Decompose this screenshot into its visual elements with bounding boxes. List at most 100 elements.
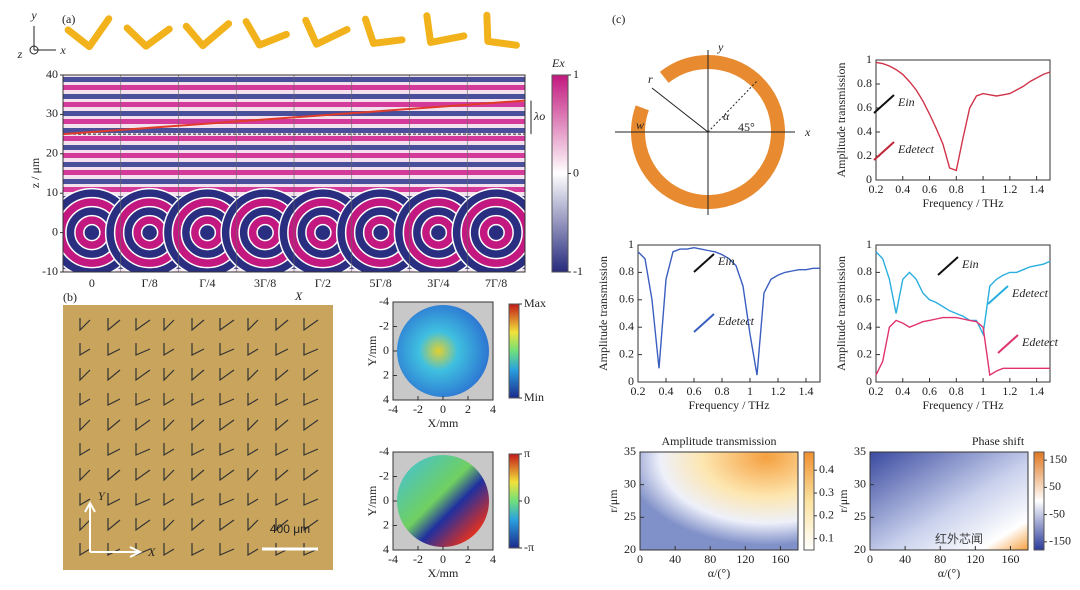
- antenna: [135, 343, 151, 356]
- colorbar-tick-label: 0.3: [819, 485, 834, 499]
- field-ring: [198, 223, 217, 242]
- antenna-shape: [302, 16, 351, 48]
- panel-label: (a): [62, 12, 75, 26]
- colorbar-tick-label: Min: [524, 390, 544, 404]
- antenna: [163, 468, 175, 482]
- y-tick-label: 2: [383, 367, 389, 381]
- field-arrow: [873, 94, 895, 114]
- annotation: λo: [533, 109, 545, 123]
- y-tick-label: 0.8: [857, 264, 872, 278]
- colorbar-tick-label: π: [524, 446, 530, 460]
- wavefront-line: [62, 99, 526, 136]
- x-tick-label: -4: [388, 402, 398, 416]
- axis-icon: [29, 45, 39, 55]
- axis-icon-label: x: [59, 43, 66, 57]
- y-axis-label: Y/mm: [365, 335, 379, 366]
- diagram-label: x: [804, 125, 811, 139]
- plot-frame: [637, 244, 821, 383]
- field-ring: [83, 223, 101, 242]
- field-arrow: [937, 256, 959, 276]
- y-tick-label: 2: [383, 517, 389, 531]
- annotation: Ein: [961, 257, 979, 271]
- y-tick-label: 25: [624, 509, 636, 523]
- x-tick-label: 40: [669, 552, 681, 566]
- scale-bar-label: 400 μm: [270, 522, 310, 536]
- y-tick-label: 0: [866, 172, 872, 186]
- y-tick-label: -10: [42, 264, 58, 278]
- antenna: [107, 418, 121, 432]
- antenna: [79, 368, 91, 382]
- field-ring: [256, 223, 274, 242]
- antenna: [191, 468, 205, 482]
- colorbar-tick-label: 0.1: [819, 530, 834, 544]
- antenna: [275, 493, 289, 506]
- antenna: [135, 518, 151, 532]
- x-axis-label: Frequency / THz: [922, 398, 1003, 412]
- antenna: [79, 518, 91, 532]
- x-tick-label: 1.2: [771, 384, 786, 398]
- x-tick-label: 0.2: [869, 182, 884, 196]
- heatmap: [640, 452, 798, 550]
- y-axis-label: Amplitude transmission: [596, 256, 610, 371]
- antenna: [191, 418, 205, 432]
- plot-frame: [639, 451, 799, 551]
- colorbar-tick-label: 0: [524, 493, 530, 507]
- antenna: [107, 443, 121, 456]
- colorbar-tick-label: Max: [524, 296, 546, 310]
- antenna: [219, 468, 235, 482]
- colorbar: [803, 451, 815, 551]
- antenna: [107, 343, 121, 356]
- colorbar-tick-label: 0.4: [819, 462, 834, 476]
- antenna: [275, 418, 289, 432]
- antenna-shape: [483, 11, 520, 49]
- y-tick-label: 0: [866, 374, 872, 388]
- colorbar-tick-label: 150: [1049, 452, 1067, 466]
- y-tick-label: -2: [379, 318, 389, 332]
- x-tick-label: 4: [490, 402, 496, 416]
- ring: [631, 55, 785, 209]
- x-axis-label: α/(°): [708, 566, 730, 580]
- x-tick-label: 120: [736, 552, 754, 566]
- y-tick-label: 30: [46, 106, 58, 120]
- photo-label: X: [294, 289, 303, 303]
- x-tick-label: 0.6: [687, 384, 702, 398]
- x-tick-label: 0.2: [631, 384, 646, 398]
- y-tick-label: 35: [624, 444, 636, 458]
- y-tick-label: 4: [383, 542, 389, 556]
- antenna-shape: [423, 12, 468, 46]
- antenna: [275, 343, 289, 356]
- antenna: [107, 393, 121, 406]
- field-arrow: [987, 285, 1009, 305]
- x-tick-label: 5Γ/8: [369, 276, 391, 290]
- photo-label: X: [147, 545, 156, 559]
- x-axis-label: Frequency / THz: [922, 196, 1003, 210]
- plot-frame: [875, 244, 1051, 383]
- antenna: [79, 443, 91, 457]
- antenna: [79, 343, 91, 357]
- y-tick-label: 35: [854, 444, 866, 458]
- y-tick-label: 0.4: [857, 319, 872, 333]
- y-axis-label: Amplitude transmission: [834, 256, 848, 371]
- x-tick-label: Γ/4: [199, 276, 215, 290]
- annotation: Ein: [897, 95, 915, 109]
- x-tick-label: 7Γ/8: [485, 276, 507, 290]
- antenna: [163, 343, 175, 357]
- x-tick-label: 0: [440, 552, 446, 566]
- colorbar-tick-label: -π: [524, 540, 534, 554]
- angle-line: [707, 79, 759, 133]
- y-tick-label: 0: [628, 374, 634, 388]
- y-tick-label: 0.8: [619, 264, 634, 278]
- x-tick-label: 3Γ/8: [254, 276, 276, 290]
- series-line: [875, 61, 1051, 172]
- x-tick-label: -2: [413, 402, 423, 416]
- antenna: [135, 393, 151, 406]
- antenna: [79, 318, 91, 332]
- colorbar: [551, 74, 569, 273]
- y-tick-label: -4: [379, 444, 389, 458]
- antenna: [247, 543, 259, 557]
- x-tick-label: 160: [1001, 552, 1019, 566]
- radius: [651, 87, 709, 133]
- antenna: [107, 518, 121, 532]
- y-tick-label: 0.2: [857, 148, 872, 162]
